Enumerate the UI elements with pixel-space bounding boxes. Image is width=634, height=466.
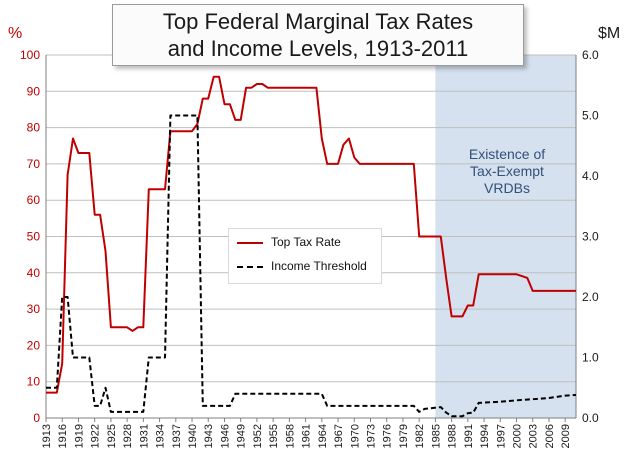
- y-tick-label-80: 80: [27, 121, 41, 135]
- x-tick-label-1928: 1928: [122, 424, 134, 448]
- x-tick-label-1961: 1961: [301, 424, 313, 448]
- legend-item-top-tax-rate: Top Tax Rate: [237, 233, 377, 253]
- y-tick-label-70: 70: [27, 157, 41, 171]
- y2-tick-label-6.0: 6.0: [582, 48, 599, 62]
- legend-item-income-threshold: Income Threshold: [237, 257, 377, 277]
- y-tick-label-60: 60: [27, 193, 41, 207]
- y2-tick-label-4.0: 4.0: [582, 169, 599, 183]
- y2-tick-label-3.0: 3.0: [582, 230, 599, 244]
- y-axis-label: %: [8, 25, 22, 42]
- x-tick-label-1925: 1925: [106, 424, 118, 448]
- x-tick-label-1967: 1967: [333, 424, 345, 448]
- legend: Top Tax Rate Income Threshold: [228, 228, 382, 284]
- x-tick-label-1991: 1991: [463, 424, 475, 448]
- x-tick-label-1985: 1985: [430, 424, 442, 448]
- y2-tick-label-2.0: 2.0: [582, 290, 599, 304]
- x-tick-label-1964: 1964: [317, 424, 329, 448]
- x-tick-label-2006: 2006: [544, 424, 556, 448]
- chart-title-line-1: Top Federal Marginal Tax Rates: [162, 9, 474, 34]
- series-line-income-threshold: [46, 114, 577, 418]
- x-tick-label-1943: 1943: [203, 424, 215, 448]
- x-tick-label-1919: 1919: [73, 424, 85, 448]
- x-tick-label-1997: 1997: [495, 424, 507, 448]
- x-tick-label-1970: 1970: [349, 424, 361, 448]
- y-tick-label-20: 20: [27, 338, 41, 352]
- x-tick-label-1931: 1931: [138, 424, 150, 448]
- x-tick-label-1940: 1940: [187, 424, 199, 448]
- x-tick-label-1937: 1937: [171, 424, 183, 448]
- x-tick-label-1952: 1952: [252, 424, 264, 448]
- series-line-top-tax-rate: [46, 75, 576, 394]
- x-tick-label-1913: 1913: [41, 424, 53, 448]
- x-tick-label-1979: 1979: [398, 424, 410, 448]
- chart-title-line-2: and Income Levels, 1913-2011: [167, 36, 469, 61]
- y-tick-label-40: 40: [27, 266, 41, 280]
- x-tick-label-2000: 2000: [512, 424, 524, 448]
- x-tick-label-1916: 1916: [57, 424, 69, 448]
- x-tick-label-1988: 1988: [447, 424, 459, 448]
- y-tick-label-10: 10: [27, 375, 41, 389]
- x-tick-label-1958: 1958: [284, 424, 296, 448]
- y2-tick-label-0.0: 0.0: [582, 411, 599, 425]
- y2-tick-label-1.0: 1.0: [582, 351, 599, 365]
- y-tick-label-90: 90: [27, 84, 41, 98]
- y-tick-label-30: 30: [27, 302, 41, 316]
- legend-swatch-income-threshold: [237, 266, 263, 268]
- x-tick-label-2009: 2009: [560, 424, 572, 448]
- chart-title-box: Top Federal Marginal Tax Rates and Incom…: [112, 4, 524, 66]
- shaded-region-label-line-2: Tax-Exempt: [470, 163, 544, 179]
- y-tick-label-0: 0: [33, 411, 40, 425]
- shaded-region-label-line-1: Existence of: [468, 146, 546, 162]
- y-tick-label-100: 100: [20, 48, 40, 62]
- legend-label-top-tax-rate: Top Tax Rate: [271, 235, 341, 249]
- x-tick-label-2003: 2003: [528, 424, 540, 448]
- x-tick-label-1922: 1922: [90, 424, 102, 448]
- x-tick-label-1982: 1982: [414, 424, 426, 448]
- x-tick-label-1946: 1946: [219, 424, 231, 448]
- x-tick-label-1934: 1934: [155, 424, 167, 448]
- x-tick-label-1949: 1949: [236, 424, 248, 448]
- y2-tick-label-5.0: 5.0: [582, 109, 599, 123]
- x-tick-label-1994: 1994: [479, 424, 491, 448]
- x-tick-label-1973: 1973: [365, 424, 377, 448]
- legend-swatch-top-tax-rate: [237, 242, 263, 244]
- shaded-region-label-line-3: VRDBs: [484, 180, 530, 196]
- x-tick-label-1976: 1976: [382, 424, 394, 448]
- y2-axis-label: $M: [598, 25, 620, 42]
- y-tick-label-50: 50: [27, 230, 41, 244]
- legend-label-income-threshold: Income Threshold: [271, 259, 367, 273]
- x-tick-label-1955: 1955: [268, 424, 280, 448]
